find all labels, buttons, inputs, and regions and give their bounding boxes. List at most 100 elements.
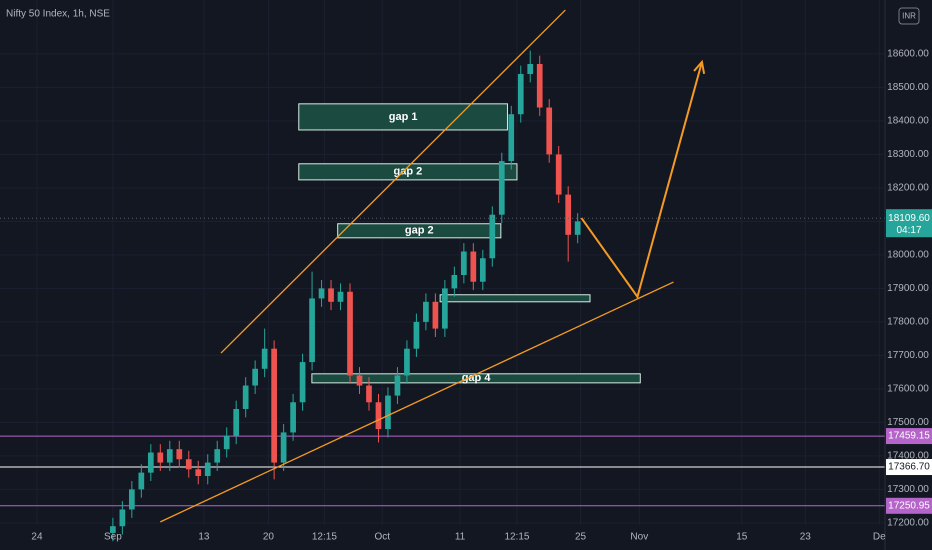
candle-body: [517, 74, 524, 115]
price-axis: 17200.00 17300.00 17400.00 17500.00 17600.00…: [31, 0, 932, 550]
trendline: [220, 9, 566, 354]
candle-body: [290, 402, 296, 433]
x-tick-label: 25: [575, 532, 587, 543]
candle-body: [366, 385, 372, 403]
candle-body: [413, 321, 420, 349]
gap-zone: [298, 163, 518, 181]
candle-body: [442, 288, 448, 329]
candle-body: [527, 63, 534, 75]
candle-body: [195, 469, 202, 476]
candle-body: [356, 375, 363, 386]
y-tick-label: 17400.00: [887, 451, 929, 462]
y-tick-label: 17300.00: [887, 484, 929, 495]
candle-body: [574, 221, 581, 235]
candle-body: [252, 368, 259, 386]
last-price-label: 18109.60: [888, 213, 930, 224]
last-price-tag: [886, 209, 932, 238]
y-tick-label: 17700.00: [887, 350, 929, 361]
y-tick-label: 18200.00: [887, 183, 929, 194]
candle-body: [394, 375, 401, 396]
x-tick-label: Oct: [374, 532, 390, 543]
candle-body: [375, 402, 382, 430]
currency-box[interactable]: [898, 7, 920, 25]
y-tick-label: 18500.00: [887, 82, 929, 93]
x-tick-label: Nov: [630, 532, 648, 543]
countdown: 04:17: [896, 225, 921, 236]
candle-body: [404, 348, 410, 376]
candle-body: [233, 408, 240, 436]
plot: [0, 50, 885, 542]
level-label: 17366.70: [888, 462, 930, 473]
gap-zone: [439, 294, 591, 303]
x-tick-label: 15: [736, 532, 748, 543]
candle-body: [470, 251, 477, 282]
x-tick-label: De: [873, 532, 886, 543]
candle-body: [176, 449, 183, 460]
x-tick-label: 24: [31, 532, 43, 543]
candle-body: [432, 301, 439, 329]
chart-title: Nifty 50 Index, 1h, NSE: [6, 9, 110, 20]
level-tag: [886, 497, 932, 514]
candle-body: [110, 526, 116, 533]
candle-body: [318, 288, 325, 299]
x-tick-label: 13: [198, 532, 210, 543]
currency[interactable]: INR: [902, 12, 916, 21]
candle-body: [489, 214, 496, 259]
candle-body: [546, 107, 553, 155]
y-tick-label: 18000.00: [887, 250, 929, 261]
y-tick-label: 18300.00: [887, 149, 929, 160]
y-tick-label: 18400.00: [887, 116, 929, 127]
candle-body: [565, 194, 572, 235]
gap-label: gap 4: [462, 372, 492, 384]
candle-body: [479, 258, 486, 282]
grid: [0, 0, 885, 525]
y-tick-label: 17200.00: [887, 518, 929, 529]
candle-body: [347, 291, 353, 376]
gap-label: gap 2: [405, 225, 434, 237]
arrow-head: [693, 59, 706, 74]
y-tick-label: 18600.00: [887, 49, 929, 60]
candle-body: [337, 291, 344, 302]
candle-body: [498, 161, 505, 215]
candle-body: [157, 452, 164, 463]
candle-body: [328, 288, 334, 302]
candle-body: [185, 459, 192, 470]
level-label: 17459.15: [888, 431, 930, 442]
level-label: 17250.95: [888, 500, 930, 511]
candle-body: [204, 462, 211, 476]
y-tick-label: 17500.00: [887, 417, 929, 428]
candle-body: [280, 432, 287, 463]
candle-body: [119, 509, 126, 527]
candle-body: [261, 348, 268, 369]
level-tag: [886, 459, 932, 476]
candle-body: [451, 275, 458, 289]
trendline: [160, 281, 674, 523]
gap-label: gap 1: [389, 111, 418, 123]
candle-body: [508, 114, 515, 162]
candle-body: [242, 385, 249, 409]
gap-zone: [298, 103, 508, 131]
projection-arrow: [580, 61, 703, 300]
x-tick-label: 12:15: [312, 532, 337, 543]
x-tick-label: 11: [455, 532, 466, 543]
candle-body: [460, 251, 467, 275]
candle-body: [147, 452, 154, 473]
gap-zone: [337, 223, 502, 239]
x-tick-label: 20: [263, 532, 275, 543]
x-tick-label: 23: [800, 532, 812, 543]
candle-body: [536, 63, 543, 108]
x-tick-label: 12:15: [504, 532, 529, 543]
candle-body: [385, 395, 391, 430]
candle-body: [299, 362, 306, 403]
y-tick-label: 17600.00: [887, 384, 929, 395]
candle-body: [166, 449, 173, 463]
candle-body: [138, 472, 145, 490]
candle-body: [271, 348, 277, 463]
candle-body: [309, 298, 315, 363]
candle-body: [555, 154, 562, 195]
x-tick-label: Sep: [104, 532, 122, 543]
candle-body: [423, 301, 429, 322]
y-tick-label: 17800.00: [887, 317, 929, 328]
